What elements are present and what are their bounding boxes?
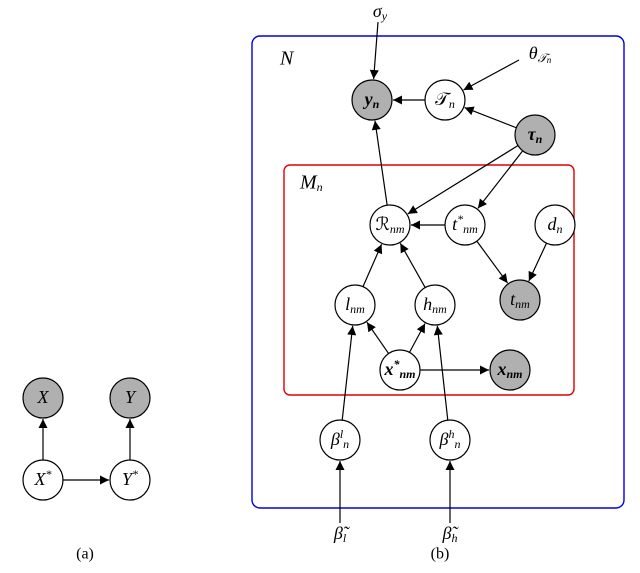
free-label-bth: β̃h [442, 523, 460, 545]
node-bln: βln [320, 420, 360, 460]
node-X: X [23, 378, 63, 418]
node-hnm: hnm [415, 285, 455, 325]
plate-label-N: N [279, 48, 295, 70]
node-bhn: βhn [430, 420, 470, 460]
node-dn: dn [535, 205, 575, 245]
node-tnm: tnm [500, 280, 540, 320]
plate-Mn: Mn [284, 165, 574, 395]
node-Ys: Y* [110, 460, 150, 500]
node-Tn: 𝒯n [425, 80, 465, 120]
node-tau: τn [515, 115, 555, 155]
caption-cap-a: (a) [76, 546, 94, 563]
node-label-X: X [37, 387, 50, 407]
free-label-sigma_y: σy [373, 1, 388, 23]
node-Rnm: ℛnm [370, 205, 410, 245]
plate-label-Mn: Mn [299, 172, 323, 194]
node-Y: Y [110, 378, 150, 418]
node-yn: yn [352, 80, 392, 120]
node-Xs: X* [23, 460, 63, 500]
node-tsnm: t*nm [445, 205, 485, 245]
free-label-btl: β̃l [333, 523, 351, 545]
caption-cap-b: (b) [431, 546, 450, 563]
node-lnm: lnm [335, 285, 375, 325]
free-label-theta_T: θ𝒯n [529, 43, 552, 65]
node-xnm: xnm [490, 350, 530, 390]
node-xsnm: x*nm [380, 350, 420, 390]
